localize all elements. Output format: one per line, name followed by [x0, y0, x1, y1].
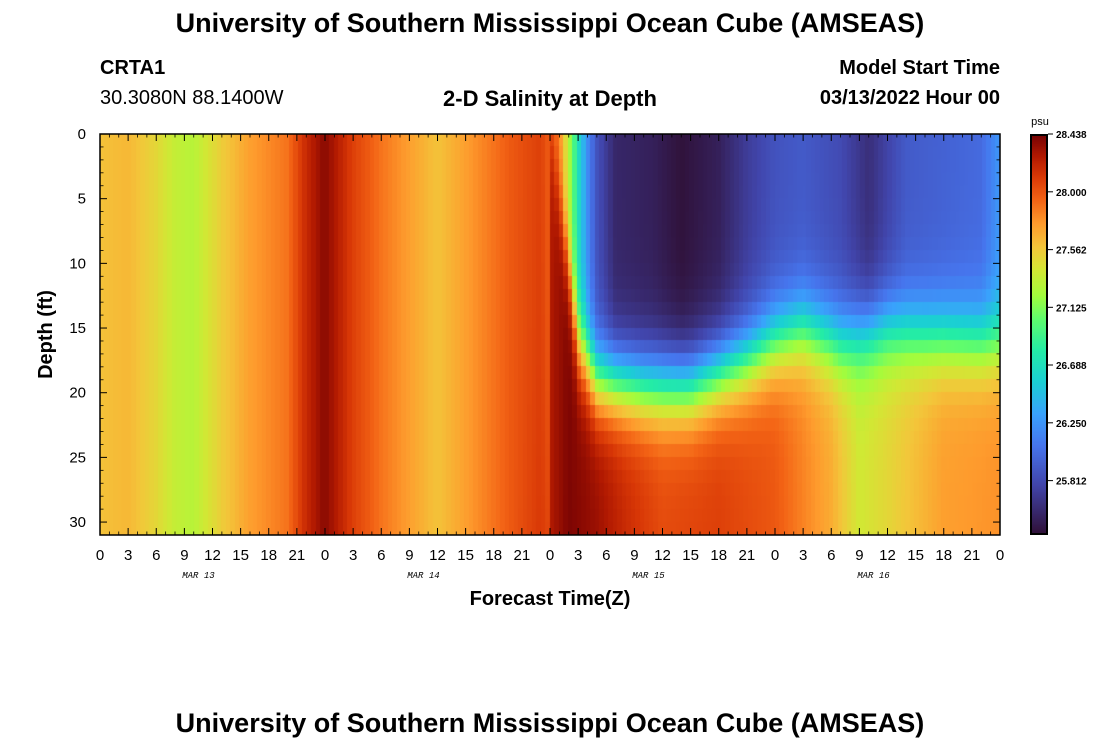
x-tick-label: 9 [180, 547, 188, 564]
y-tick-label: 15 [69, 320, 86, 337]
y-tick-label: 25 [69, 449, 86, 466]
x-tick-label: 12 [879, 547, 896, 564]
x-tick-label: 6 [152, 547, 160, 564]
x-tick-label: 12 [429, 547, 446, 564]
x-tick-label: 0 [96, 547, 104, 564]
x-tick-label: 9 [855, 547, 863, 564]
x-tick-label: 18 [935, 547, 952, 564]
colorbar [1030, 134, 1048, 535]
date-label: MAR 15 [632, 571, 665, 581]
x-tick-label: 3 [574, 547, 582, 564]
y-tick-label: 20 [69, 385, 86, 402]
colorbar-tick-label: 25.812 [1056, 477, 1087, 488]
model-start-label: Model Start Time [839, 57, 1000, 79]
station-coordinates: 30.3080N 88.1400W [100, 87, 284, 109]
colorbar-tick-label: 28.000 [1056, 188, 1087, 199]
y-tick-label: 10 [69, 255, 86, 272]
x-tick-label: 21 [289, 547, 306, 564]
date-label: MAR 14 [407, 571, 439, 581]
colorbar-tick-label: 28.438 [1056, 130, 1087, 141]
x-tick-label: 15 [907, 547, 924, 564]
x-tick-label: 6 [602, 547, 610, 564]
y-tick-label: 5 [78, 191, 86, 208]
x-tick-label: 15 [232, 547, 249, 564]
colorbar-tick-label: 27.562 [1056, 246, 1087, 257]
x-tick-label: 3 [799, 547, 807, 564]
x-tick-label: 3 [124, 547, 132, 564]
colorbar-unit: psu [1031, 116, 1049, 128]
x-tick-label: 3 [349, 547, 357, 564]
colorbar-tick-label: 26.250 [1056, 419, 1087, 430]
y-tick-label: 30 [69, 514, 86, 531]
x-tick-label: 18 [260, 547, 277, 564]
colorbar-tick-label: 26.688 [1056, 361, 1087, 372]
x-tick-label: 18 [485, 547, 502, 564]
y-tick-label: 0 [78, 126, 86, 143]
x-tick-label: 12 [654, 547, 671, 564]
x-tick-label: 15 [457, 547, 474, 564]
x-tick-label: 0 [996, 547, 1004, 564]
x-tick-label: 18 [710, 547, 727, 564]
x-tick-label: 0 [771, 547, 779, 564]
date-label: MAR 13 [182, 571, 215, 581]
x-tick-label: 9 [405, 547, 413, 564]
x-tick-label: 0 [546, 547, 554, 564]
x-axis-title: Forecast Time(Z) [470, 588, 631, 610]
plot-frame [99, 133, 1001, 536]
x-tick-label: 9 [630, 547, 638, 564]
x-tick-label: 6 [377, 547, 385, 564]
x-tick-label: 12 [204, 547, 221, 564]
x-tick-label: 21 [964, 547, 981, 564]
model-start-value: 03/13/2022 Hour 00 [819, 87, 1000, 109]
x-tick-label: 15 [682, 547, 699, 564]
x-tick-label: 21 [739, 547, 756, 564]
salinity-heatmap [100, 134, 1000, 535]
page-title: University of Southern Mississippi Ocean… [175, 8, 925, 38]
colorbar-tick-label: 27.125 [1056, 303, 1087, 314]
y-axis-title: Depth (ft) [35, 290, 57, 379]
plot-title: 2-D Salinity at Depth [443, 86, 657, 111]
x-tick-label: 0 [321, 547, 329, 564]
date-label: MAR 16 [857, 571, 890, 581]
station-id: CRTA1 [100, 57, 166, 79]
x-tick-label: 21 [514, 547, 531, 564]
x-tick-label: 6 [827, 547, 835, 564]
footer-title: University of Southern Mississippi Ocean… [175, 708, 925, 738]
